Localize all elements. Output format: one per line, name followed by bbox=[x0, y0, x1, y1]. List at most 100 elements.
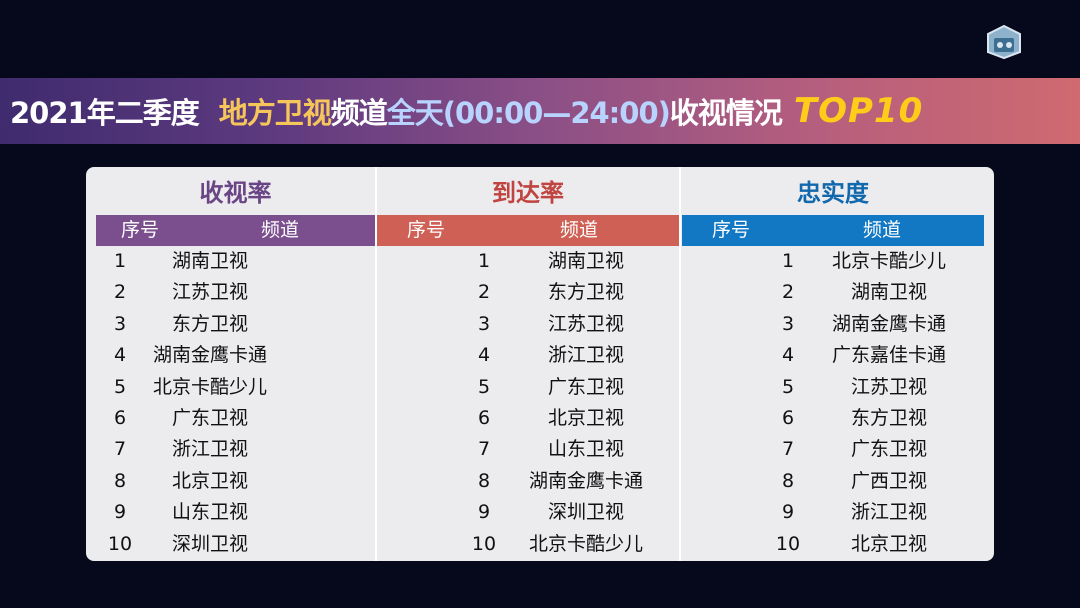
rank-number: 4 bbox=[477, 344, 491, 367]
reach-rows: 1 湖南卫视 2 东方卫视 3 江苏卫视 4 浙江卫视 5 广东卫视 6 北京卫视 7 山东卫视 8 湖南金鹰… bbox=[377, 246, 679, 560]
rank-number: 9 bbox=[113, 501, 127, 524]
brand-logo-icon bbox=[984, 24, 1024, 60]
title-period: 2021年二季度 bbox=[10, 96, 200, 130]
channel-name: 北京卡酷少儿 bbox=[528, 532, 643, 555]
table-row: 9 深圳卫视 bbox=[377, 497, 679, 528]
reach-column: 到达率 序号 频道 1 湖南卫视 2 东方卫视 3 江苏卫视 4 浙江卫视 5 广东卫视 6 北京卫视… bbox=[377, 167, 679, 561]
loyalty-column: 忠实度 序号 频道 1 北京卡酷少儿 2 湖南卫视 3 湖南金鹰卡通 4 广东嘉佳卡通 5 江苏卫… bbox=[682, 167, 984, 561]
channel-name: 北京卫视 bbox=[850, 532, 927, 555]
header-no: 序号 bbox=[711, 219, 750, 241]
channel-name: 广东卫视 bbox=[171, 406, 248, 429]
rank-number: 10 bbox=[775, 532, 801, 555]
title-category: 地方卫视 bbox=[218, 96, 332, 130]
channel-name: 东方卫视 bbox=[850, 406, 927, 429]
table-row: 7 浙江卫视 bbox=[96, 434, 375, 465]
channel-name: 湖南卫视 bbox=[547, 250, 624, 272]
channel-name: 浙江卫视 bbox=[171, 438, 248, 461]
table-row: 8 广西卫视 bbox=[682, 466, 984, 497]
title-ratings-word: 收视情况 bbox=[669, 96, 783, 130]
header-channel: 频道 bbox=[862, 219, 901, 241]
rank-number: 8 bbox=[477, 469, 491, 492]
table-row: 8 湖南金鹰卡通 bbox=[377, 466, 679, 497]
channel-name: 广东嘉佳卡通 bbox=[831, 344, 946, 367]
rank-number: 5 bbox=[781, 375, 795, 398]
rank-number: 1 bbox=[477, 250, 491, 272]
rank-number: 5 bbox=[113, 375, 127, 398]
page-title-banner: 2021年二季度 地方卫视 频道 全天(00:00—24:00) 收视情况 TO… bbox=[0, 78, 1080, 144]
rating-rows: 1 湖南卫视 2 江苏卫视 3 东方卫视 4 湖南金鹰卡通 5 北京卡酷少儿 6 广东卫视 7 浙江卫视 8… bbox=[96, 246, 375, 560]
table-row: 5 北京卡酷少儿 bbox=[96, 372, 375, 403]
header-no: 序号 bbox=[406, 219, 445, 241]
table-row: 5 广东卫视 bbox=[377, 372, 679, 403]
table-row: 10 北京卡酷少儿 bbox=[377, 529, 679, 560]
rank-number: 6 bbox=[113, 406, 127, 429]
rank-number: 2 bbox=[781, 281, 795, 304]
reach-column-header: 序号 频道 bbox=[377, 215, 679, 246]
channel-name: 北京卡酷少儿 bbox=[831, 250, 946, 272]
rank-number: 7 bbox=[113, 438, 127, 461]
channel-name: 湖南金鹰卡通 bbox=[528, 469, 643, 492]
title-channel-word: 频道 bbox=[330, 96, 388, 130]
rank-number: 2 bbox=[113, 281, 127, 304]
rank-number: 2 bbox=[477, 281, 491, 304]
table-row: 4 广东嘉佳卡通 bbox=[682, 340, 984, 371]
table-row: 1 北京卡酷少儿 bbox=[682, 246, 984, 277]
channel-name: 东方卫视 bbox=[171, 312, 248, 335]
rank-number: 7 bbox=[477, 438, 491, 461]
rank-number: 8 bbox=[113, 469, 127, 492]
channel-name: 湖南金鹰卡通 bbox=[152, 344, 267, 367]
table-row: 6 广东卫视 bbox=[96, 403, 375, 434]
ranking-panel: 收视率 序号 频道 1 湖南卫视 2 江苏卫视 3 东方卫视 4 湖南金鹰卡通 5 北京卡酷少儿 6… bbox=[86, 167, 994, 561]
table-row: 6 北京卫视 bbox=[377, 403, 679, 434]
title-time-range: 全天(00:00—24:00) bbox=[386, 96, 671, 130]
header-channel: 频道 bbox=[559, 219, 598, 241]
title-top10: TOP10 bbox=[793, 91, 924, 131]
channel-name: 江苏卫视 bbox=[171, 281, 248, 304]
table-row: 1 湖南卫视 bbox=[377, 246, 679, 277]
rank-number: 10 bbox=[107, 532, 133, 555]
channel-name: 江苏卫视 bbox=[547, 312, 624, 335]
rating-column: 收视率 序号 频道 1 湖南卫视 2 江苏卫视 3 东方卫视 4 湖南金鹰卡通 5 北京卡酷少儿 6… bbox=[96, 167, 375, 561]
channel-name: 湖南卫视 bbox=[850, 281, 927, 304]
rank-number: 9 bbox=[477, 501, 491, 524]
table-row: 6 东方卫视 bbox=[682, 403, 984, 434]
channel-name: 深圳卫视 bbox=[171, 532, 248, 555]
table-row: 5 江苏卫视 bbox=[682, 372, 984, 403]
rank-number: 10 bbox=[471, 532, 497, 555]
table-row: 2 东方卫视 bbox=[377, 277, 679, 308]
rank-number: 1 bbox=[781, 250, 795, 272]
table-row: 3 东方卫视 bbox=[96, 309, 375, 340]
table-row: 9 浙江卫视 bbox=[682, 497, 984, 528]
loyalty-rows: 1 北京卡酷少儿 2 湖南卫视 3 湖南金鹰卡通 4 广东嘉佳卡通 5 江苏卫视 6 东方卫视 7 广东卫… bbox=[682, 246, 984, 560]
table-row: 10 深圳卫视 bbox=[96, 529, 375, 560]
channel-name: 湖南卫视 bbox=[171, 250, 248, 272]
rank-number: 1 bbox=[113, 250, 127, 272]
rating-column-title: 收视率 bbox=[199, 179, 272, 207]
column-divider bbox=[679, 167, 681, 561]
loyalty-column-title: 忠实度 bbox=[797, 179, 869, 207]
rank-number: 5 bbox=[477, 375, 491, 398]
table-row: 4 湖南金鹰卡通 bbox=[96, 340, 375, 371]
table-row: 7 山东卫视 bbox=[377, 434, 679, 465]
table-row: 1 湖南卫视 bbox=[96, 246, 375, 277]
channel-name: 山东卫视 bbox=[547, 438, 624, 461]
rank-number: 4 bbox=[781, 344, 795, 367]
channel-name: 北京卫视 bbox=[171, 469, 248, 492]
channel-name: 山东卫视 bbox=[171, 501, 248, 524]
table-row: 10 北京卫视 bbox=[682, 529, 984, 560]
rank-number: 3 bbox=[113, 312, 127, 335]
channel-name: 江苏卫视 bbox=[850, 375, 927, 398]
rank-number: 9 bbox=[781, 501, 795, 524]
channel-name: 北京卡酷少儿 bbox=[152, 375, 267, 398]
channel-name: 广东卫视 bbox=[850, 438, 927, 461]
channel-name: 湖南金鹰卡通 bbox=[831, 312, 946, 335]
table-row: 7 广东卫视 bbox=[682, 434, 984, 465]
table-row: 2 江苏卫视 bbox=[96, 277, 375, 308]
channel-name: 深圳卫视 bbox=[547, 501, 624, 524]
loyalty-column-header: 序号 频道 bbox=[682, 215, 984, 246]
rank-number: 6 bbox=[781, 406, 795, 429]
channel-name: 浙江卫视 bbox=[547, 344, 624, 367]
table-row: 9 山东卫视 bbox=[96, 497, 375, 528]
rank-number: 4 bbox=[113, 344, 127, 367]
reach-column-title: 到达率 bbox=[492, 179, 564, 207]
